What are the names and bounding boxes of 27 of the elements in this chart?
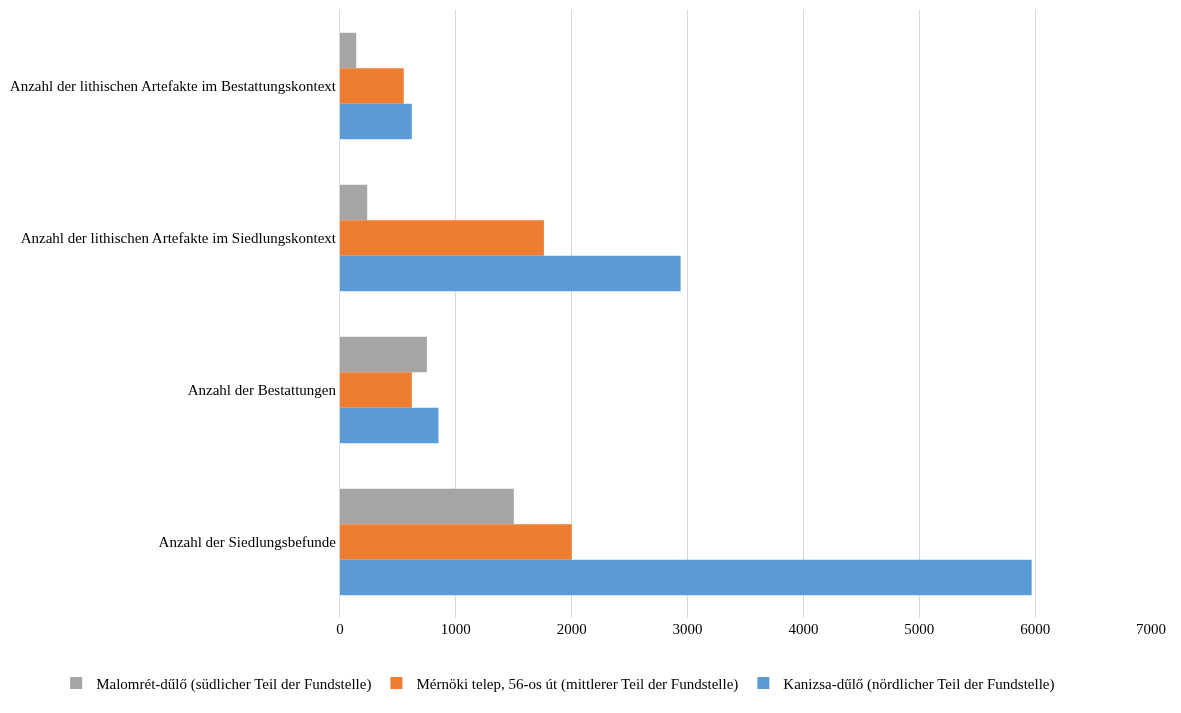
bar: [340, 524, 572, 560]
bar: [340, 372, 412, 408]
bar: [340, 68, 404, 104]
bar: [340, 488, 514, 525]
legend-label: Malomrét-dűlő (südlicher Teil der Fundstelle): [96, 675, 372, 693]
bar: [340, 220, 544, 256]
x-tick-label: 6000: [1020, 621, 1051, 637]
legend-label: Mérnöki telep, 56-os út (mittlerer Teil der Fundstelle): [416, 675, 739, 693]
bar: [340, 103, 412, 140]
y-tick-label: Anzahl der Siedlungsbefunde: [158, 534, 337, 551]
bar: [340, 32, 357, 69]
x-tick-label: 5000: [904, 621, 935, 637]
y-tick-label: Anzahl der Bestattungen: [187, 382, 337, 399]
x-tick-label: 2000: [556, 621, 587, 637]
x-tick-label: 0: [336, 621, 344, 637]
x-tick-label: 1000: [440, 621, 471, 637]
y-tick-label: Anzahl der lithischen Artefakte im Siedlungskontext: [20, 230, 337, 247]
bar: [340, 336, 427, 373]
legend-label: Kanizsa-dűlő (nördlicher Teil der Fundstelle): [783, 675, 1055, 693]
bar: [340, 559, 1032, 596]
bar: [340, 407, 439, 444]
bar: [340, 255, 681, 292]
x-tick-label: 4000: [788, 621, 819, 637]
x-tick-label: 7000: [1136, 621, 1166, 637]
y-tick-label: Anzahl der lithischen Artefakte im Bestattungskontext: [9, 78, 337, 95]
x-tick-label: 3000: [672, 621, 703, 637]
bar: [340, 184, 368, 221]
